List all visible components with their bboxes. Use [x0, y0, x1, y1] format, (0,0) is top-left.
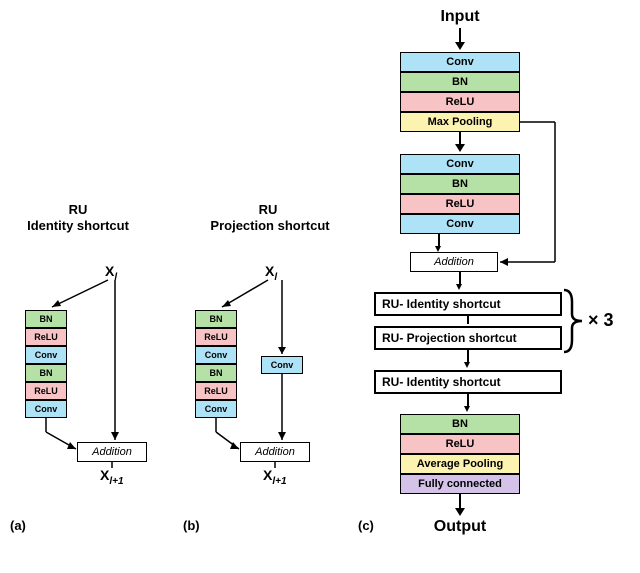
panel-c-arrowhead-s1s2 [455, 144, 465, 152]
panel-a-arrow-in-left [0, 0, 640, 573]
diagram-canvas: RU Identity shortcut Xl BN ReLU Conv BN … [0, 0, 640, 573]
panel-c-relu-2: ReLU [400, 194, 520, 214]
panel-b-bn-1: BN [195, 310, 237, 328]
panel-c-bn-3: BN [400, 414, 520, 434]
panel-a-bn-2: BN [25, 364, 67, 382]
panel-c-ru-projection: RU- Projection shortcut [374, 326, 562, 350]
panel-b-label: (b) [183, 518, 200, 533]
panel-c-conv-3: Conv [400, 214, 520, 234]
panel-a-label: (a) [10, 518, 26, 533]
panel-c-relu-1: ReLU [400, 92, 520, 112]
panel-b-output: Xl+1 [263, 467, 287, 487]
panel-a-output-sub: l+1 [109, 476, 123, 487]
panel-b-output-x: X [263, 467, 272, 483]
panel-c-label: (c) [358, 518, 374, 533]
panel-c-avgpool: Average Pooling [400, 454, 520, 474]
panel-b-output-sub: l+1 [272, 476, 286, 487]
panel-c-skip-arrow [0, 0, 640, 573]
panel-c-output: Output [425, 518, 495, 536]
panel-c-fc: Fully connected [400, 474, 520, 494]
panel-b-relu-2: ReLU [195, 382, 237, 400]
panel-a-output: Xl+1 [100, 467, 124, 487]
panel-c-conv-2: Conv [400, 154, 520, 174]
panel-c-conv-1: Conv [400, 52, 520, 72]
panel-b-input-x: X [265, 263, 274, 279]
panel-b-title-1: RU [238, 202, 298, 217]
panel-a-input-sub: l [114, 272, 117, 283]
panel-c-arrowhead-out [455, 508, 465, 516]
panel-b-proj-conv: Conv [261, 356, 303, 374]
panel-c-brace [562, 288, 586, 354]
panel-c-relu-3: ReLU [400, 434, 520, 454]
panel-a-addition: Addition [77, 442, 147, 462]
panel-c-arrowhead-input [455, 42, 465, 50]
panel-a-output-x: X [100, 467, 109, 483]
panel-b-arrows [0, 0, 640, 573]
panel-c-ru-identity-1: RU- Identity shortcut [374, 292, 562, 316]
panel-a-title-1: RU [48, 202, 108, 217]
panel-c-arrow-ru1-ru2 [467, 316, 469, 324]
panel-c-arrowhead-ru2-ru3 [464, 362, 470, 368]
panel-b-input-sub: l [274, 272, 277, 283]
panel-c-addition: Addition [410, 252, 498, 272]
panel-c-bn-1: BN [400, 72, 520, 92]
panel-a-input-x: X [105, 263, 114, 279]
panel-a-relu-2: ReLU [25, 382, 67, 400]
panel-b-input: Xl [265, 263, 277, 283]
panel-c-arrowhead-add-ru1 [456, 284, 462, 290]
panel-c-repeat: × 3 [588, 310, 614, 331]
panel-c-maxpool: Max Pooling [400, 112, 520, 132]
panel-a-relu-1: ReLU [25, 328, 67, 346]
panel-a-input: Xl [105, 263, 117, 283]
panel-b-relu-1: ReLU [195, 328, 237, 346]
panel-b-title-2: Projection shortcut [200, 218, 340, 233]
panel-c-bn-2: BN [400, 174, 520, 194]
panel-b-conv-2: Conv [195, 400, 237, 418]
panel-b-addition: Addition [240, 442, 310, 462]
panel-b-bn-2: BN [195, 364, 237, 382]
panel-c-arrowhead-ru3-s3 [464, 406, 470, 412]
panel-a-conv-1: Conv [25, 346, 67, 364]
panel-c-ru-identity-2: RU- Identity shortcut [374, 370, 562, 394]
panel-c-input: Input [430, 8, 490, 26]
panel-a-conv-2: Conv [25, 400, 67, 418]
panel-a-title-2: Identity shortcut [18, 218, 138, 233]
panel-b-conv-1: Conv [195, 346, 237, 364]
panel-a-bn-1: BN [25, 310, 67, 328]
